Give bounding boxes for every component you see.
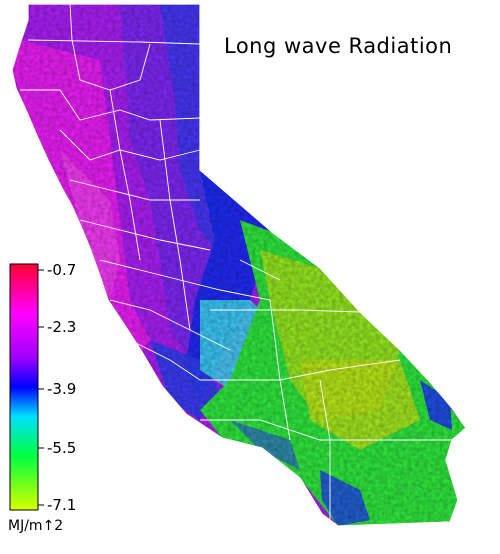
- legend-tick-label: -7.1: [47, 496, 77, 514]
- map-title: Long wave Radiation: [224, 34, 453, 58]
- legend-tick-label: -2.3: [47, 318, 77, 336]
- legend-unit-label: MJ/m↑2: [8, 518, 64, 534]
- legend-ticks: [38, 269, 44, 506]
- legend-tick-label: -5.5: [47, 439, 77, 457]
- legend-color-bar: [9, 263, 39, 511]
- legend-tick-label: -3.9: [47, 380, 77, 398]
- legend-tick-label: -0.7: [47, 261, 77, 279]
- county-boundaries: [11, 3, 467, 527]
